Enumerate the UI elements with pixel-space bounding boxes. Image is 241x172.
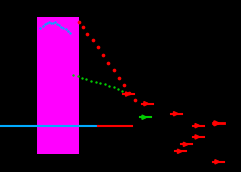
Point <box>117 76 121 79</box>
Point <box>38 27 42 29</box>
Point <box>45 22 49 25</box>
Point <box>84 78 88 81</box>
Bar <box>37 17 79 154</box>
Point <box>89 79 93 82</box>
Point <box>98 82 102 84</box>
Point <box>51 22 55 25</box>
Point <box>107 61 110 64</box>
Point <box>66 30 70 33</box>
Point <box>112 86 116 89</box>
Point <box>112 69 116 71</box>
Point <box>94 80 97 83</box>
Point <box>116 88 120 90</box>
Point <box>107 84 111 87</box>
Point <box>120 89 124 92</box>
Point <box>101 54 105 57</box>
Point <box>86 32 89 35</box>
Point <box>80 76 83 79</box>
Point <box>64 28 67 31</box>
Point <box>49 21 53 24</box>
Point <box>76 75 80 78</box>
Point <box>71 73 75 76</box>
Point <box>122 84 126 87</box>
Point <box>59 25 63 28</box>
Point <box>103 83 107 86</box>
Point <box>61 27 65 29</box>
Point <box>77 21 81 23</box>
Point <box>41 25 45 28</box>
Point <box>127 91 131 94</box>
Point <box>53 21 57 23</box>
Point <box>57 24 61 27</box>
Point <box>47 21 51 23</box>
Point <box>43 23 47 26</box>
Point <box>81 25 85 28</box>
Point <box>55 23 59 26</box>
Point <box>91 39 94 42</box>
Point <box>96 46 100 49</box>
Point <box>133 99 137 101</box>
Point <box>68 31 72 34</box>
